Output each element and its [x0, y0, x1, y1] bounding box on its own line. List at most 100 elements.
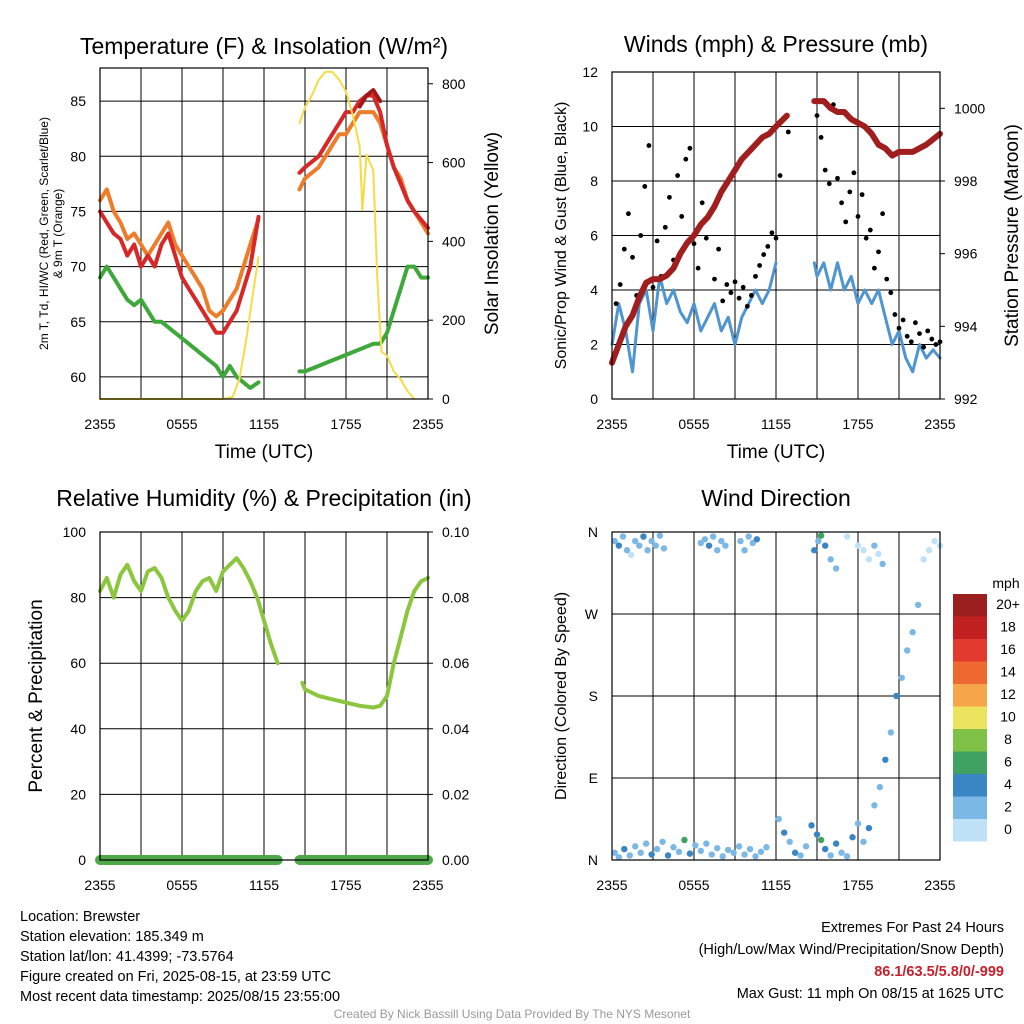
chart-title: Relative Humidity (%) & Precipitation (i… [56, 485, 471, 511]
legend-label: 14 [1000, 664, 1016, 680]
y-tick-label: N [588, 852, 598, 868]
direction-point [898, 674, 905, 681]
gust-point [621, 246, 627, 252]
gust-point [773, 235, 779, 241]
y-tick-label: 80 [70, 148, 86, 164]
gust-point [650, 284, 656, 290]
direction-point [925, 547, 933, 554]
direction-point [611, 537, 618, 545]
x-tick-label: 1755 [330, 877, 361, 893]
station-elevation: Station elevation: 185.349 m [20, 929, 204, 945]
direction-point [623, 547, 631, 554]
plot-frame [99, 531, 429, 861]
gust-point [826, 181, 832, 187]
gust-point [720, 298, 726, 304]
series-line [811, 98, 943, 159]
direction-point [817, 532, 825, 539]
station-info: Location: Brewster Station elevation: 18… [20, 907, 340, 1007]
direction-point [822, 845, 829, 853]
gust-point [925, 328, 931, 334]
direction-point [904, 647, 911, 654]
direction-point [636, 542, 643, 549]
x-tick-label: 2355 [412, 416, 443, 432]
direction-point [815, 537, 822, 545]
y2-tick-label: 800 [442, 76, 466, 92]
direction-point [648, 537, 655, 545]
gust-point [662, 224, 668, 230]
direction-point [753, 536, 761, 543]
direction-point [838, 849, 845, 856]
direction-point [632, 537, 639, 545]
legend-swatch [953, 751, 987, 774]
y2-tick-label: 1000 [954, 100, 985, 116]
x-tick-label: 1755 [330, 416, 361, 432]
direction-point [632, 843, 639, 850]
y-tick-label: 8 [590, 173, 598, 189]
direction-point [746, 845, 754, 853]
direction-point [709, 533, 717, 540]
direction-point [619, 533, 627, 540]
direction-point [827, 556, 834, 563]
direction-point [745, 533, 752, 540]
direction-point [781, 829, 788, 836]
y-axis-label: & 9m T (Orange) [51, 189, 65, 279]
legend-label: 2 [1004, 799, 1012, 815]
gust-point [818, 135, 824, 140]
station-latlon: Station lat/lon: 41.4399; -73.5764 [20, 949, 234, 965]
gust-point [703, 235, 709, 241]
gust-point [839, 200, 844, 206]
legend-label: 12 [1000, 686, 1016, 702]
legend-label: 20+ [996, 596, 1020, 612]
direction-point [648, 851, 655, 858]
gust-point [917, 331, 922, 336]
direction-point [920, 556, 927, 563]
gust-point [695, 265, 701, 271]
gust-point [892, 312, 898, 317]
x-tick-label: 0555 [678, 416, 709, 432]
direction-point [763, 844, 770, 851]
gust-point [904, 333, 910, 339]
x-tick-label: 2355 [412, 877, 443, 893]
direction-point [697, 847, 705, 855]
direction-point [843, 853, 851, 860]
y-axis-label: 2m T, Td, HI/WC (Red, Green, Scarlet/Blu… [37, 117, 51, 350]
direction-point [854, 542, 862, 549]
extremes-title: Extremes For Past 24 Hours [821, 920, 1004, 936]
gust-point [851, 170, 857, 176]
gust-point [712, 276, 717, 282]
y2-tick-label: 400 [442, 233, 466, 249]
series-line [609, 112, 790, 366]
legend-swatch [953, 639, 987, 662]
gust-point [679, 214, 685, 219]
y2-axis-label: Solar Insolation (Yellow) [482, 132, 503, 335]
gust-point [859, 192, 865, 198]
series-line [298, 70, 416, 400]
chart-temp: Temperature (F) & Insolation (W/m²) 2355 0… [37, 33, 503, 463]
y2-tick-label: 0.04 [442, 721, 469, 737]
direction-point [882, 756, 889, 763]
extremes-block: Extremes For Past 24 Hours (High/Low/Max… [699, 917, 1004, 1005]
direction-point [865, 556, 873, 563]
x-tick-label: 1155 [761, 416, 791, 432]
direction-point [697, 539, 705, 547]
y-tick-label: 20 [70, 786, 86, 802]
plot-frame [611, 71, 941, 400]
gust-point [675, 173, 680, 178]
legend-swatch [953, 819, 987, 842]
direction-point [722, 542, 729, 549]
chart-title: Temperature (F) & Insolation (W/m²) [80, 33, 448, 59]
y2-tick-label: 0.00 [442, 852, 469, 868]
legend-label: 8 [1004, 731, 1012, 747]
x-tick-label: 1155 [249, 416, 279, 432]
direction-point [644, 547, 651, 554]
y-tick-label: 60 [70, 655, 86, 671]
direction-point [701, 536, 709, 543]
gust-point [724, 282, 730, 287]
direction-point [611, 849, 618, 856]
direction-point [893, 692, 900, 700]
direction-point [909, 629, 916, 636]
direction-point [797, 852, 804, 859]
direction-point [813, 831, 821, 838]
series-line [98, 209, 261, 335]
